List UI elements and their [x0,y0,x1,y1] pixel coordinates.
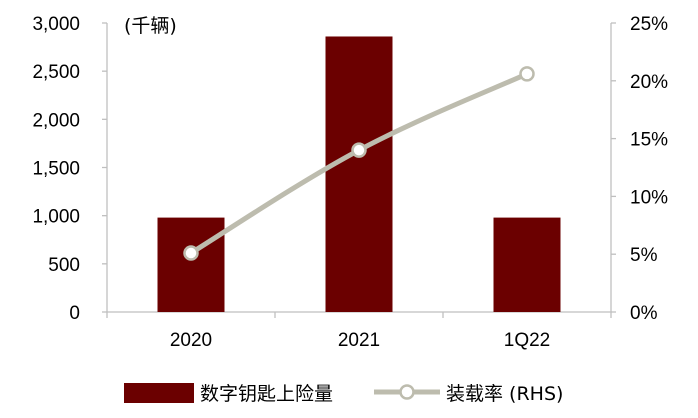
legend-bar-label: 数字钥匙上险量 [200,383,333,405]
left-unit-label: (千辆) [124,15,177,37]
left-tick-label: 500 [48,255,80,276]
x-tick-label: 1Q22 [504,330,550,351]
left-tick-label: 2,000 [32,110,80,131]
x-axis-labels: 2020 2021 1Q22 [170,330,550,351]
x-tick-label: 2020 [170,330,212,351]
right-tick-label: 15% [630,130,668,151]
right-axis-ticks: 0% 5% 10% 15% 20% 25% [630,14,668,324]
right-tick-label: 25% [630,14,668,35]
x-tick-label: 2021 [338,330,380,351]
left-tick-label: 2,500 [32,62,80,83]
rate-point-1Q22 [519,66,535,82]
rate-point-2021 [351,142,367,158]
legend: 数字钥匙上险量 装载率 (RHS) [124,383,563,405]
bar-2021 [325,36,393,313]
left-tick-label: 3,000 [32,14,80,35]
left-axis-ticks: 0 500 1,000 1,500 2,000 2,500 3,000 [32,14,80,324]
legend-line-label: 装载率 (RHS) [446,383,563,405]
rate-point-2020 [183,245,199,261]
bar-2020 [157,217,225,312]
right-tick-label: 0% [630,303,658,324]
legend-line-marker [399,384,415,400]
right-tick-label: 5% [630,245,658,266]
left-tick-label: 1,000 [32,207,80,228]
right-tick-label: 10% [630,187,668,208]
left-tick-label: 0 [69,303,80,324]
left-tick-label: 1,500 [32,159,80,180]
legend-bar-swatch [124,383,194,403]
bar-series [157,36,561,313]
right-tick-label: 20% [630,72,668,93]
line-series [183,66,535,261]
bar-1Q22 [493,217,561,312]
